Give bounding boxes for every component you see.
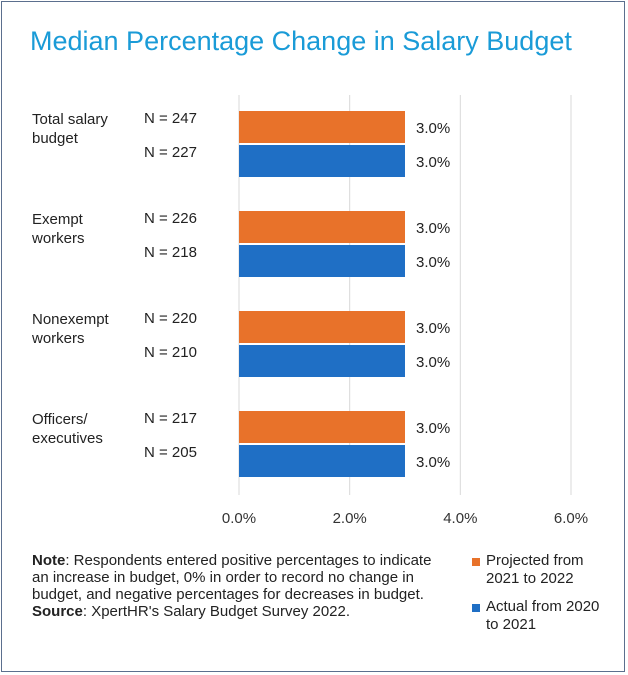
value-label: 3.0% (416, 220, 450, 237)
category-label: Nonexempt (32, 311, 110, 328)
bar (239, 211, 405, 243)
n-label: N = 205 (144, 444, 197, 461)
n-label: N = 227 (144, 144, 197, 161)
bar (239, 245, 405, 277)
n-label: N = 218 (144, 244, 197, 261)
n-label: N = 247 (144, 110, 197, 127)
category-label: Exempt (32, 211, 84, 228)
bar (239, 445, 405, 477)
source-label: Source (32, 603, 83, 620)
bar-chart: 0.0% 2.0% 4.0% 6.0% Total salary budget N = 24… (31, 95, 588, 527)
bar (239, 145, 405, 177)
n-label: N = 220 (144, 310, 197, 327)
value-label: 3.0% (416, 120, 450, 137)
legend-label-projected-line2: 2021 to 2022 (486, 570, 574, 587)
legend-label-actual-line2: to 2021 (486, 616, 537, 633)
bar (239, 111, 405, 143)
legend-item-actual: Actual from 2020 to 2021 (472, 598, 612, 634)
category-label: Total salary (32, 111, 108, 128)
bar (239, 411, 405, 443)
bar (239, 345, 405, 377)
n-label: N = 210 (144, 344, 197, 361)
category-label: executives (32, 430, 103, 447)
n-label: N = 217 (144, 410, 197, 427)
x-tick-label: 6.0% (554, 510, 588, 527)
value-label: 3.0% (416, 354, 450, 371)
x-tick-label: 0.0% (222, 510, 256, 527)
legend-label-projected-line1: Projected from (486, 552, 584, 569)
chart-note: Note: Respondents entered positive perce… (32, 552, 442, 620)
category-label: Officers/ (32, 411, 88, 428)
chart-title: Median Percentage Change in Salary Budge… (30, 26, 572, 56)
x-tick-label: 2.0% (333, 510, 367, 527)
value-label: 3.0% (416, 420, 450, 437)
x-tick-label: 4.0% (443, 510, 477, 527)
category-label: workers (31, 230, 85, 247)
legend-swatch-projected (472, 558, 480, 566)
n-label: N = 226 (144, 210, 197, 227)
legend-item-projected: Projected from 2021 to 2022 (472, 552, 612, 588)
chart-legend: Projected from 2021 to 2022 Actual from … (472, 552, 612, 644)
category-label: workers (31, 330, 85, 347)
source-text: : XpertHR's Salary Budget Survey 2022. (82, 603, 351, 620)
bar (239, 311, 405, 343)
value-label: 3.0% (416, 454, 450, 471)
value-label: 3.0% (416, 320, 450, 337)
legend-swatch-actual (472, 604, 480, 612)
value-label: 3.0% (416, 154, 450, 171)
note-text: : Respondents entered positive percentag… (32, 552, 432, 603)
legend-label-actual-line1: Actual from 2020 (486, 598, 600, 615)
note-label: Note (32, 552, 66, 569)
value-label: 3.0% (416, 254, 450, 271)
category-label: budget (32, 130, 79, 147)
